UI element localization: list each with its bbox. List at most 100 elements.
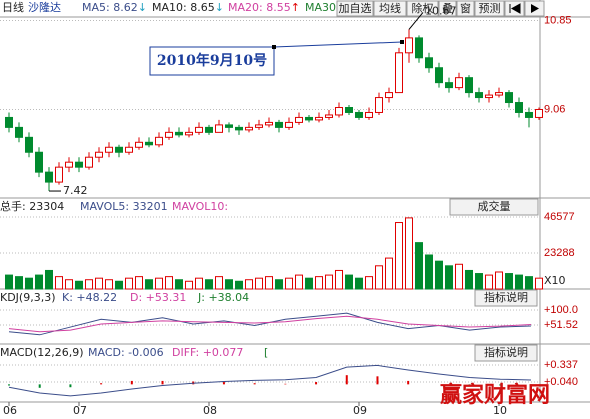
date-label: 08 [203, 404, 217, 417]
volume-bar [375, 265, 383, 290]
candle-body [285, 121, 293, 128]
volume-bar [415, 242, 423, 290]
stat: D: +53.31 [130, 291, 186, 304]
button-label: 成交量 [478, 199, 511, 213]
volume-bar [235, 280, 243, 290]
volume-bar [25, 277, 33, 290]
date-label: 09 [353, 404, 367, 417]
toolbar-button[interactable] [373, 0, 407, 17]
volume-bar [195, 277, 203, 290]
volume-bar [515, 274, 523, 290]
stat: J: +38.04 [197, 291, 249, 304]
candle-body [385, 92, 393, 99]
candle-body [405, 37, 413, 54]
y-tick-label: +100.0 [544, 304, 578, 316]
candle-body [475, 92, 483, 99]
candle-body [95, 151, 103, 158]
indicator-value: MA5: 8.62 [82, 1, 138, 14]
volume-bar [165, 276, 173, 290]
volume-bar [175, 279, 183, 290]
volume-bar [185, 280, 193, 290]
volume-bar [495, 271, 503, 290]
candle-body [485, 94, 493, 99]
candle-body [195, 126, 203, 133]
nav-buttons[interactable] [504, 0, 545, 17]
candle-body [185, 131, 193, 136]
stat: MACD: -0.006 [88, 346, 164, 359]
volume-bar [285, 277, 293, 290]
stat: MAVOL10: [172, 200, 228, 213]
candle-body [15, 126, 23, 138]
panel-button[interactable] [474, 289, 538, 307]
volume-bar [385, 257, 393, 290]
candle-body [235, 126, 243, 131]
stat: MAVOL5: 33201 [80, 200, 168, 213]
indicator: MA20: 8.55↑ [228, 1, 300, 14]
volume-bar [105, 279, 113, 290]
period: 日线 [2, 0, 24, 14]
y-tick-label: +0.337 [544, 359, 578, 371]
volume-bar [295, 274, 303, 290]
candle-body [455, 77, 463, 89]
volume-bar [255, 277, 263, 290]
candle-body [155, 136, 163, 146]
volume-bar [535, 277, 543, 290]
pointer-dot [400, 40, 404, 44]
indicator-value: MA20: 8.55 [228, 1, 291, 14]
watermark: 赢家财富网 [440, 382, 550, 408]
high-label: 10.67 [425, 4, 457, 17]
volume-bar [365, 276, 373, 290]
candle-body [55, 166, 63, 183]
indicator: MA5: 8.62↓ [82, 1, 147, 14]
panel-button[interactable] [474, 344, 538, 362]
volume-bar [455, 263, 463, 290]
volume-bar [125, 277, 133, 290]
button-label: 指标说明 [484, 345, 528, 359]
trend-arrow: ↑ [291, 1, 300, 14]
icon-first [509, 3, 521, 14]
note-box [149, 46, 275, 76]
y-tick-label: 10.85 [544, 14, 572, 26]
candle-body [135, 141, 143, 148]
candle-body [275, 121, 283, 128]
candle-body [255, 124, 263, 128]
candle-body [75, 161, 83, 168]
volume-bar [215, 276, 223, 290]
note-pointer [273, 41, 403, 48]
candle-body [5, 116, 13, 128]
toolbar-button[interactable] [456, 0, 475, 17]
candle-body [345, 107, 353, 113]
candle-body [355, 111, 363, 118]
volume-bar [355, 277, 363, 290]
candle-body [35, 151, 43, 173]
volume-bar [5, 274, 13, 290]
pointer-dot [272, 45, 276, 49]
volume-bar [35, 274, 43, 290]
candle-body [535, 108, 543, 118]
candle-body [325, 114, 333, 118]
date-note: 2010年9月10号 [157, 52, 267, 69]
candle-body [145, 141, 153, 146]
candle-body [295, 116, 303, 123]
stat: [ [264, 346, 268, 359]
toolbar-button[interactable] [336, 0, 374, 17]
volume-bar [505, 273, 513, 290]
toolbar-button[interactable] [438, 0, 457, 17]
volume-bar [115, 280, 123, 290]
stat: KDJ(9,3,3) [0, 291, 56, 304]
d-line [8, 315, 532, 333]
candle-body [215, 124, 223, 133]
toolbar-button[interactable] [474, 0, 505, 17]
candle-body [425, 57, 433, 69]
stat: 总手: 23304 [0, 199, 64, 213]
diff-line [8, 364, 532, 397]
candle-body [65, 161, 73, 168]
toolbar-button[interactable] [406, 0, 439, 17]
panel-button[interactable] [449, 198, 539, 216]
volume-bar [405, 217, 413, 290]
volume-bar [55, 276, 63, 290]
date-label: 07 [73, 404, 87, 417]
button-label: 窗 [460, 1, 471, 15]
volume-bar [265, 276, 273, 290]
